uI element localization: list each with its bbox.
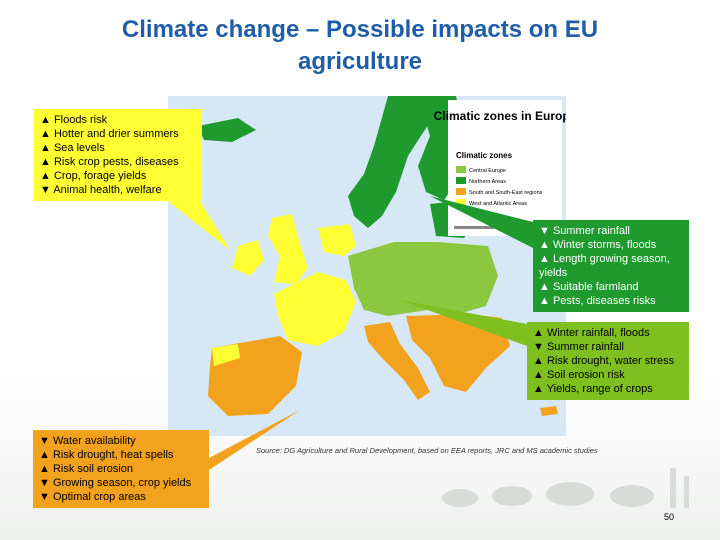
southern-impact-item: ▼ Growing season, crop yields — [39, 477, 192, 489]
atlantic-impact-item: ▲ Crop, forage yields — [40, 170, 147, 182]
region-italy — [364, 322, 430, 400]
southern-impact-item: ▲ Risk drought, heat spells — [39, 449, 174, 461]
legend-label: Central Europe — [469, 168, 506, 174]
southern-impact-item: ▲ Risk soil erosion — [39, 463, 134, 475]
atlantic-impact-item: ▲ Risk crop pests, diseases — [40, 156, 179, 168]
europe-climatic-zones-map: Climatic zones in Europe Climatic zones … — [168, 96, 566, 436]
map-legend-heading: Climatic zones — [456, 151, 513, 160]
southern-impacts-box: ▼ Water availability ▲ Risk drought, hea… — [33, 430, 209, 508]
page-number: 50 — [664, 512, 675, 522]
region-central-europe — [348, 242, 498, 316]
region-cyprus — [540, 406, 558, 416]
legend-swatch — [456, 188, 466, 195]
central-impact-item: ▲ Yields, range of crops — [533, 383, 653, 395]
northern-impact-item: ▲ Winter storms, floods — [539, 239, 657, 251]
southern-impact-item: ▼ Water availability — [39, 435, 136, 447]
northern-impacts-box: ▼ Summer rainfall ▲ Winter storms, flood… — [533, 220, 689, 312]
northern-impact-item: ▲ Length growing season, yields — [539, 253, 670, 279]
northern-impact-item: ▼ Summer rainfall — [539, 225, 630, 237]
atlantic-impact-item: ▼ Animal health, welfare — [40, 184, 162, 196]
atlantic-impacts-box: ▲ Floods risk ▲ Hotter and drier summers… — [34, 109, 202, 201]
title-line-2: agriculture — [297, 48, 423, 75]
legend-label: West and Atlantic Areas — [469, 201, 527, 207]
central-impact-item: ▲ Winter rainfall, floods — [533, 327, 650, 339]
legend-swatch — [456, 199, 466, 206]
scale-bar — [454, 226, 494, 229]
central-impact-item: ▲ Risk drought, water stress — [533, 355, 675, 367]
legend-label: Northern Areas — [469, 179, 506, 185]
region-great-britain — [268, 214, 308, 284]
map-title: Climatic zones in Europe — [434, 109, 566, 123]
legend-swatch — [456, 177, 466, 184]
northern-impact-item: ▲ Pests, diseases risks — [539, 295, 656, 307]
slide-title: Climate change – Possible impacts on EU … — [40, 14, 680, 78]
atlantic-impact-item: ▲ Sea levels — [40, 142, 105, 154]
atlantic-impact-item: ▲ Floods risk — [40, 114, 108, 126]
central-impacts-box: ▲ Winter rainfall, floods ▼ Summer rainf… — [527, 322, 689, 400]
region-norway-sweden — [348, 96, 440, 228]
legend-swatch — [456, 166, 466, 173]
region-iceland — [198, 118, 256, 142]
legend-label: South and South-East regions — [469, 190, 543, 196]
region-france — [274, 272, 356, 346]
atlantic-impact-item: ▲ Hotter and drier summers — [40, 128, 179, 140]
farm-animals-decoration — [442, 468, 689, 508]
title-line-1: Climate change – Possible impacts on EU — [121, 16, 599, 43]
region-ireland — [232, 240, 264, 276]
source-note: Source: DG Agriculture and Rural Develop… — [256, 446, 598, 455]
region-north-spain — [212, 344, 240, 366]
southern-impact-item: ▼ Optimal crop areas — [39, 491, 146, 503]
central-impact-item: ▼ Summer rainfall — [533, 341, 624, 353]
northern-impact-item: ▲ Suitable farmland — [539, 281, 639, 293]
region-denmark-benelux — [318, 224, 356, 256]
central-impact-item: ▲ Soil erosion risk — [533, 369, 625, 381]
